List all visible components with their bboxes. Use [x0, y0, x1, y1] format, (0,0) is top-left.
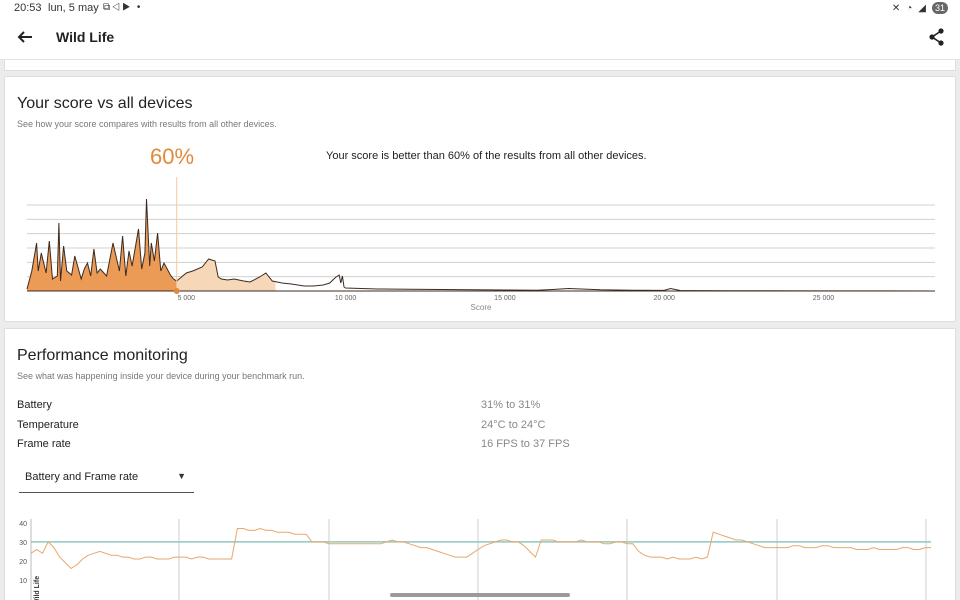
wifi-icon: ◔ [906, 2, 913, 14]
x-axis-label: Score [471, 303, 492, 312]
notification-icons: ⧉◁▶ • [103, 2, 143, 13]
y-tick-label: 10 [19, 578, 27, 585]
metric-temperature-label: Temperature [17, 419, 79, 431]
x-tick-label: 20 000 [653, 295, 675, 302]
percentile-value: 60% [150, 144, 195, 169]
x-tick-label: 15 000 [494, 295, 516, 302]
metric-framerate-value: 16 FPS to 37 FPS [481, 438, 570, 450]
metric-battery-value: 31% to 31% [481, 399, 541, 411]
score-distribution-chart: 5 000 10 000 15 000 20 000 25 000 Score [26, 177, 936, 312]
status-right-icons: ✕ ◔ ◢ 31 [892, 2, 948, 14]
status-date: lun, 5 may [48, 2, 99, 14]
x-tick-label: 25 000 [813, 295, 835, 302]
mute-icon: ✕ [891, 2, 901, 14]
y-axis-label: Wild Life [34, 576, 41, 600]
metric-framerate-label: Frame rate [17, 438, 71, 450]
caret-down-icon: ▼ [177, 471, 186, 481]
status-bar: 20:53 lun, 5 may ⧉◁▶ • ✕ ◔ ◢ 31 [0, 0, 960, 18]
y-tick-label: 20 [19, 559, 27, 566]
y-tick-label: 30 [19, 540, 27, 547]
framerate-series-line [30, 527, 931, 570]
share-icon[interactable] [926, 26, 948, 48]
arrow-left-icon[interactable] [14, 26, 36, 48]
previous-card-edge [4, 60, 956, 71]
performance-monitoring-card: Performance monitoring See what was happ… [4, 328, 956, 600]
page-title: Wild Life [56, 29, 115, 45]
app-bar: Wild Life [0, 18, 960, 60]
chart-metric-dropdown[interactable]: Battery and Frame rate ▼ [19, 463, 194, 493]
dropdown-selected-label: Battery and Frame rate [25, 471, 139, 483]
metric-battery-label: Battery [17, 399, 52, 411]
score-card-title: Your score vs all devices [17, 95, 193, 112]
metric-temperature-value: 24°C to 24°C [481, 419, 546, 431]
x-tick-label: 5 000 [178, 295, 196, 302]
y-tick-label: 40 [19, 521, 27, 528]
performance-line-chart: 10 20 30 40 Wild Life [19, 519, 931, 600]
area-below-your-score [27, 199, 177, 291]
status-time: 20:53 [14, 2, 42, 14]
score-comparison-card: Your score vs all devices See how your s… [4, 76, 956, 322]
distribution-line [26, 198, 936, 292]
your-score-dot [173, 288, 180, 294]
gesture-nav-handle[interactable] [390, 593, 570, 597]
perf-card-subtitle: See what was happening inside your devic… [17, 371, 305, 381]
perf-card-title: Performance monitoring [17, 347, 188, 364]
area-above-your-score [176, 259, 276, 291]
percentile-description: Your score is better than 60% of the res… [326, 150, 647, 162]
x-tick-label: 10 000 [335, 295, 357, 302]
score-card-subtitle: See how your score compares with results… [17, 119, 277, 129]
signal-icon: ◢ [918, 2, 926, 14]
battery-indicator: 31 [931, 2, 948, 14]
